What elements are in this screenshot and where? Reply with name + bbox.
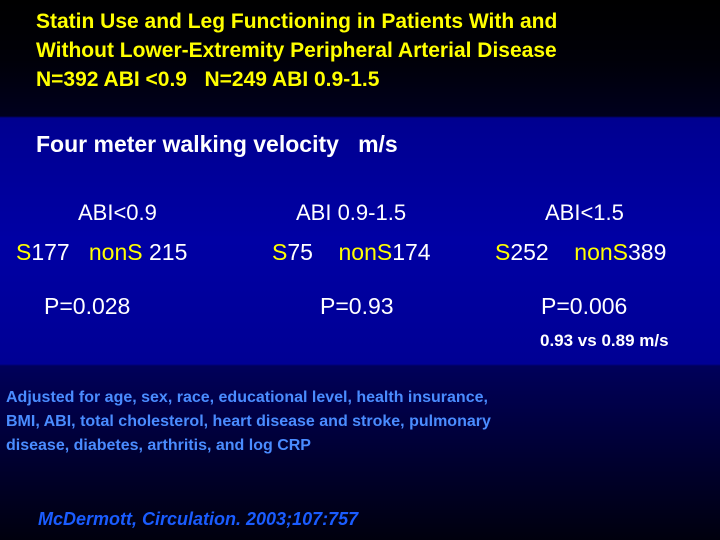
title-line-3: N=392 ABI <0.9 N=249 ABI 0.9-1.5 [36,68,380,91]
group-counts-abi-lt-0-9: S177 nonS 215 [16,239,187,266]
group-header-abi-0-9-1-5: ABI 0.9-1.5 [296,200,407,225]
nonstatin-count: 215 [142,239,188,265]
statin-label: S [495,239,511,265]
velocity-comparison: 0.93 vs 0.89 m/s [540,331,669,350]
group-counts-abi-0-9-1-5: S75 nonS174 [272,239,431,266]
adjustment-line-3: disease, diabetes, arthritis, and log CR… [6,437,311,454]
nonstatin-count: 389 [628,239,667,265]
group-header-abi-lt-1-5: ABI<1.5 [545,200,624,225]
title-line-1: Statin Use and Leg Functioning in Patien… [36,10,558,33]
nonstatin-label: nonS [574,239,628,265]
statin-count: 177 [31,239,70,265]
p-value-abi-lt-1-5: P=0.006 [541,293,628,319]
nonstatin-label: nonS [338,239,393,265]
citation: McDermott, Circulation. 2003;107:757 [38,509,359,529]
statin-count: 252 [510,239,549,265]
adjustment-line-1: Adjusted for age, sex, race, educational… [6,389,488,406]
statin-count: 75 [287,239,313,265]
p-value-abi-lt-0-9: P=0.028 [44,293,131,319]
group-counts-abi-lt-1-5: S252 nonS389 [495,239,666,266]
statin-label: S [16,239,32,265]
statin-label: S [272,239,288,265]
nonstatin-count: 174 [392,239,431,265]
nonstatin-label: nonS [88,239,143,265]
slide-title: Statin Use and Leg Functioning in Patien… [36,7,716,94]
adjustment-note: Adjusted for age, sex, race, educational… [6,386,686,458]
p-value-abi-0-9-1-5: P=0.93 [320,293,394,319]
title-line-2: Without Lower-Extremity Peripheral Arter… [36,39,557,62]
measure-subtitle: Four meter walking velocity m/s [36,131,398,157]
adjustment-line-2: BMI, ABI, total cholesterol, heart disea… [6,413,491,430]
group-header-abi-lt-0-9: ABI<0.9 [78,200,157,225]
